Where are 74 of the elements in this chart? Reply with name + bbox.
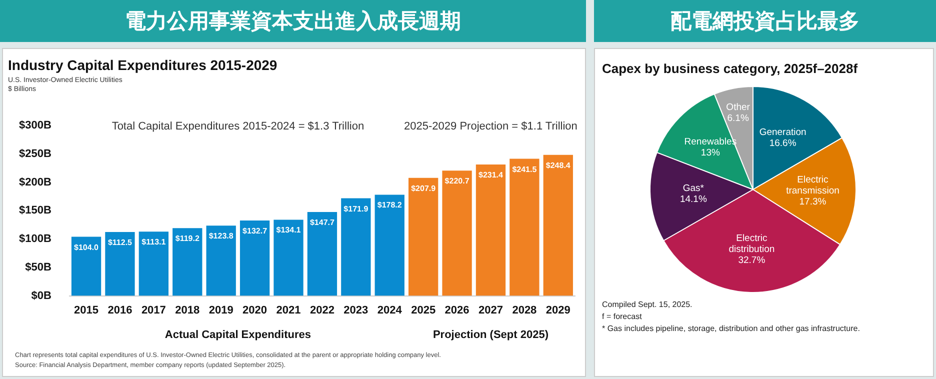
data-label: 32.7% <box>738 254 766 266</box>
data-label: $104.0 <box>74 242 100 252</box>
x-tick-label: 2022 <box>310 304 334 316</box>
data-label: $241.5 <box>512 164 538 174</box>
data-label: 13% <box>700 148 720 159</box>
data-label: $178.2 <box>377 200 402 210</box>
data-label: $113.1 <box>142 238 166 247</box>
slice-label: Electric transmission <box>786 174 840 196</box>
y-tick-label: $100B <box>18 233 52 246</box>
slice-label: Generation <box>759 126 806 138</box>
y-tick-label: $150B <box>18 204 52 217</box>
annotation: 2025-2029 Projection = $1.1 Trillion <box>404 120 578 133</box>
x-tick-label: 2021 <box>276 304 301 316</box>
bar <box>240 220 270 296</box>
bar <box>274 220 304 296</box>
chart-subtitle: Capex by business category, 2025f–2028f <box>602 61 858 76</box>
bar <box>206 226 236 296</box>
x-tick-label: 2016 <box>108 304 132 316</box>
x-tick-label: 2024 <box>377 304 403 316</box>
bar <box>138 232 169 296</box>
slice-label: Other <box>726 102 750 113</box>
y-tick-label: $300B <box>18 120 52 132</box>
bar <box>510 158 540 296</box>
data-label: $123.8 <box>208 232 234 241</box>
bar <box>105 232 135 296</box>
x-tick-label: 2019 <box>208 304 234 316</box>
x-tick-label: 2027 <box>478 304 503 316</box>
bar <box>408 178 438 296</box>
text: * Gas includes pipeline, storage, distribution and other gas infrastructure. <box>602 323 860 335</box>
data-label: $119.2 <box>175 234 200 244</box>
chart-title: 電力公用事業資本支出進入成長週期 <box>0 0 586 42</box>
data-label: $248.4 <box>546 160 571 170</box>
data-label: 6.1% <box>727 112 750 124</box>
text: Compiled Sept. 15, 2025. <box>602 299 694 311</box>
data-label: $207.9 <box>411 184 436 193</box>
chart-subtitle: Industry Capital Expenditures 2015-2029 <box>8 57 278 73</box>
bar <box>71 236 102 296</box>
data-label: $134.1 <box>276 226 302 235</box>
slice-label: Electric distribution <box>728 232 775 255</box>
y-tick-label: $200B <box>18 176 52 188</box>
data-label: $112.5 <box>108 238 133 247</box>
bar <box>307 212 338 296</box>
y-tick-label: $0B <box>31 290 52 302</box>
data-label: $147.7 <box>310 218 335 228</box>
x-tick-label: 2015 <box>74 304 99 316</box>
y-tick-label: $50B <box>25 261 52 274</box>
x-tick-label: 2029 <box>546 304 570 316</box>
x-tick-label: 2028 <box>512 304 537 316</box>
data-label: $220.7 <box>444 176 470 186</box>
data-label: $171.9 <box>344 204 369 214</box>
text: Projection (Sept 2025) <box>432 328 549 341</box>
bar <box>374 194 404 296</box>
bar <box>172 228 202 296</box>
chart-title: 配電網投資占比最多 <box>594 0 936 42</box>
x-tick-label: 2017 <box>141 304 166 316</box>
bar <box>341 198 371 296</box>
slice-label: Gas* <box>682 183 704 194</box>
data-label: 17.3% <box>799 196 827 208</box>
x-tick-label: 2025 <box>411 304 436 316</box>
x-tick-label: 2026 <box>444 304 470 316</box>
data-label: $132.7 <box>242 226 268 236</box>
x-tick-label: 2023 <box>344 304 368 316</box>
annotation: Total Capital Expenditures 2015-2024 = $1.3 Trillion <box>112 120 364 133</box>
text: f = forecast <box>602 311 643 323</box>
x-tick-label: 2020 <box>242 304 268 316</box>
bar <box>442 170 472 296</box>
text: Actual Capital Expenditures <box>164 328 311 341</box>
data-label: 14.1% <box>680 194 708 206</box>
data-label: 16.6% <box>769 138 797 149</box>
y-tick-label: $250B <box>18 148 52 160</box>
data-label: $231.4 <box>478 170 504 180</box>
bar <box>543 154 573 296</box>
x-tick-label: 2018 <box>175 304 200 316</box>
bar <box>476 164 506 296</box>
